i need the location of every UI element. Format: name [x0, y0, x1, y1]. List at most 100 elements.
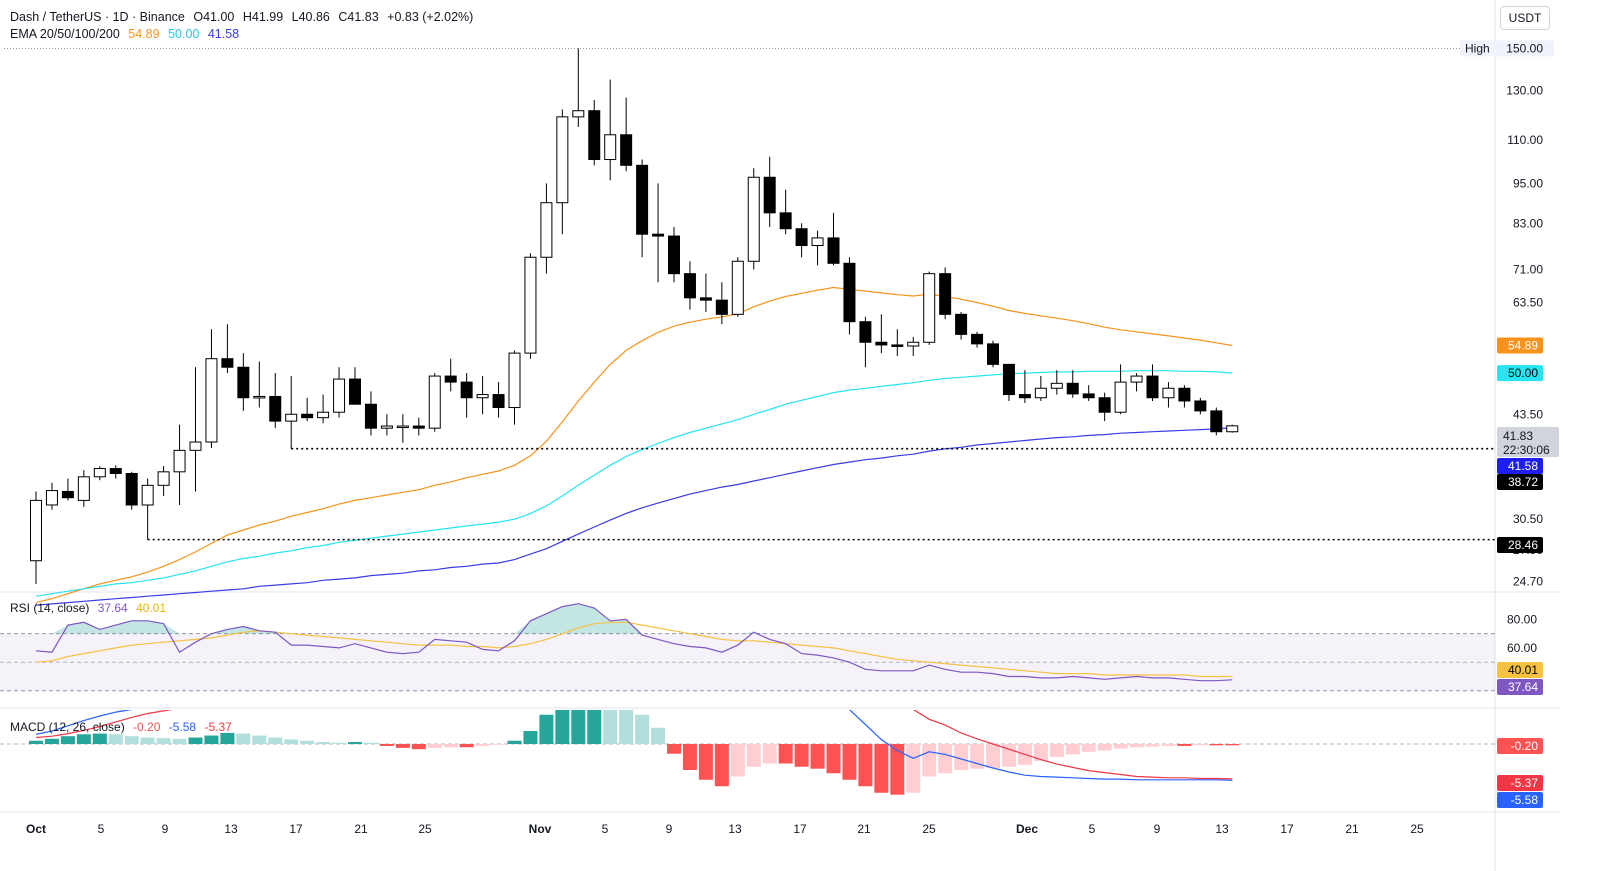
candle [189, 367, 202, 492]
candle [77, 470, 90, 507]
macd-signal-tag-bg [1497, 775, 1543, 791]
macd-histogram-bar [651, 727, 666, 744]
ema-orange-tag-text: 54.89 [1508, 339, 1538, 353]
macd-histogram-bar [762, 744, 777, 764]
last-price-bg [1497, 427, 1559, 457]
candle-body [572, 110, 585, 118]
macd-histogram-bar [587, 710, 602, 744]
candle-body [333, 378, 346, 413]
candle [875, 314, 888, 354]
macd-line-tag-text: -5.58 [1511, 793, 1539, 807]
candle [460, 373, 473, 418]
candle-body [763, 176, 776, 214]
macd-signal-line [35, 710, 1233, 780]
rsi-overbought-fill [626, 619, 643, 634]
macd-legend[interactable]: MACD (12, 26, close) -0.20 -5.58 -5.37 [10, 720, 237, 734]
rsi-overbought-fill [546, 606, 563, 634]
rsi-overbought-fill [147, 620, 164, 634]
candle-body [492, 394, 505, 409]
rsi-pane [0, 603, 1495, 692]
candle-body [444, 375, 457, 383]
candle-body [859, 321, 872, 343]
macd-histogram-bar [379, 744, 394, 746]
rsi-overbought-fill [227, 626, 244, 634]
candle-body [476, 394, 489, 399]
candle-body [1226, 425, 1239, 433]
macd-hist-tag-text: -0.20 [1511, 739, 1539, 753]
candle [444, 358, 457, 392]
macd-histogram-bar [619, 710, 634, 744]
candle-body [77, 476, 90, 501]
macd-histogram-bar [348, 742, 362, 744]
candle [1210, 407, 1223, 436]
macd-histogram-bar [172, 738, 187, 744]
candle-body [891, 344, 904, 347]
rsi-ma-tag-bg [1497, 662, 1543, 678]
candle [1114, 364, 1127, 415]
rsi-overbought-fill [131, 620, 148, 634]
rsi-band [0, 633, 1495, 691]
macd-histogram-bar [1049, 744, 1064, 757]
price-axis: 170.00130.00110.0095.0083.0071.0063.5043… [1460, 4, 1559, 808]
candle-body [173, 449, 186, 473]
symbol-title[interactable]: Dash / TetherUS · 1D · Binance [10, 10, 185, 24]
candle-body [731, 260, 744, 315]
candle [412, 417, 425, 436]
time-tick-label: Dec [1016, 822, 1038, 836]
candle-body [45, 490, 58, 506]
candle-body [364, 403, 377, 429]
candle [971, 331, 984, 348]
macd-label: MACD (12, 26, close) [10, 720, 125, 734]
rsi-legend[interactable]: RSI (14, close) 37.64 40.01 [10, 601, 171, 615]
candle-body [301, 413, 314, 419]
candle [1226, 424, 1239, 433]
candle-body [1130, 375, 1143, 383]
candle [987, 340, 999, 368]
candle-body [811, 237, 824, 247]
support-lower-tag-text: 28.46 [1508, 538, 1538, 552]
macd-histogram-bar [986, 744, 1000, 769]
ema-20-line [35, 286, 1233, 604]
candle-body [955, 313, 968, 335]
currency-unit-button[interactable]: USDT [1500, 6, 1550, 30]
macd-histogram-bar [1145, 744, 1160, 747]
macd-histogram-bar [794, 744, 809, 767]
candle-body [221, 358, 234, 368]
candle-body [604, 134, 617, 161]
candle-body [843, 262, 856, 323]
macd-histogram-bar [204, 735, 219, 744]
high-marker-label: High 150.00 [1460, 40, 1554, 57]
rsi-overbought-fill [578, 603, 595, 634]
candle [1082, 385, 1095, 401]
macd-histogram-bar [1001, 744, 1016, 767]
candlesticks [30, 48, 1239, 584]
time-tick-label: 17 [289, 822, 303, 836]
candle [939, 267, 952, 320]
macd-histogram-bar [667, 744, 681, 754]
time-tick-label: Nov [529, 822, 552, 836]
candle [891, 329, 904, 356]
macd-histogram-bar [826, 744, 841, 774]
ema-50-line [35, 370, 1233, 597]
macd-histogram-bar [300, 740, 315, 744]
candle [1034, 376, 1047, 401]
candle [540, 183, 553, 274]
time-tick-label: 5 [98, 822, 105, 836]
candle [955, 311, 968, 340]
macd-histogram-bar [1161, 744, 1176, 746]
macd-histogram-bar [1033, 744, 1048, 761]
candle [1178, 385, 1191, 408]
ema-legend[interactable]: EMA 20/50/100/200 54.89 50.00 41.58 [10, 27, 244, 41]
support-levels [147, 447, 1495, 541]
ema-lines [35, 286, 1233, 606]
price-tick-label: 83.00 [1513, 216, 1543, 230]
candle-body [779, 212, 792, 230]
macd-line [35, 710, 1233, 781]
time-tick-label: 9 [666, 822, 673, 836]
candle-body [237, 366, 250, 399]
candle [364, 391, 377, 436]
macd-histogram-bar [475, 744, 490, 746]
ema-cyan-tag-text: 50.00 [1508, 366, 1538, 380]
candle [125, 471, 138, 510]
